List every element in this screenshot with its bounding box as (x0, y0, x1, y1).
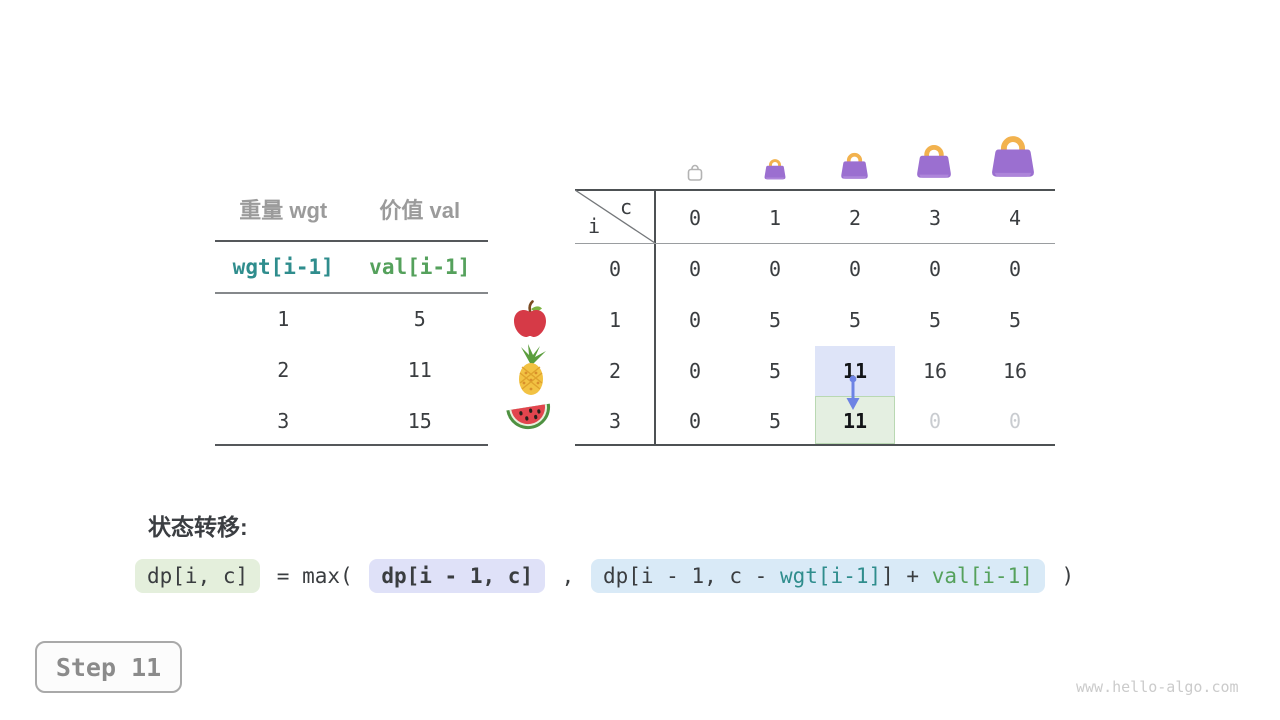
item-value: 11 (407, 358, 432, 382)
dp-table-bottom-border (575, 444, 1055, 446)
items-index-row: wgt[i-1] val[i-1] (215, 252, 488, 282)
formula-operator: = max( (264, 564, 366, 588)
dp-row-header: 1 (608, 308, 622, 332)
items-table-rule-mid (215, 292, 488, 294)
dp-cell-2-3: 16 (922, 359, 948, 383)
item-row-1: 1 5 (215, 304, 488, 334)
dp-corner-diagonal (575, 190, 655, 243)
apple-icon (511, 299, 549, 344)
dp-row-header: 2 (608, 359, 622, 383)
dp-table-top-border (575, 189, 1055, 191)
dp-cell-1-3: 5 (928, 308, 942, 332)
formula-close-paren: ) (1048, 564, 1075, 588)
dp-cell-1-2: 5 (848, 308, 862, 332)
dp-cell-0-3: 0 (928, 257, 942, 281)
bag-empty-icon (687, 164, 703, 186)
dp-table-vertical-border (654, 189, 656, 446)
items-table-rule-top (215, 240, 488, 242)
dp-cell-1-1: 5 (768, 308, 782, 332)
formula-comma: , (549, 564, 587, 588)
dp-cell-3-0: 0 (688, 409, 702, 433)
item-weight: 2 (277, 358, 290, 382)
dp-cell-3-4-pending: 0 (1008, 409, 1022, 433)
dp-col-header: 1 (768, 206, 782, 230)
formula-arg2-part1: dp[i - 1, c - (602, 564, 780, 588)
item-row-2: 2 11 (215, 355, 488, 385)
dp-cell-3-3-pending: 0 (928, 409, 942, 433)
dp-col-header: 0 (688, 206, 702, 230)
dp-corner-row-var: i (588, 214, 601, 238)
watermark: www.hello-algo.com (1076, 678, 1239, 696)
dp-cell-3-2-highlighted: 11 (842, 409, 868, 433)
formula-lhs: dp[i, c] (135, 559, 261, 593)
state-transition-label: 状态转移: (148, 514, 248, 540)
items-index-weight: wgt[i-1] (232, 255, 334, 279)
bag-size-1-icon (762, 156, 788, 187)
dp-cell-0-1: 0 (768, 257, 782, 281)
items-header-weight: 重量 wgt (239, 198, 328, 223)
dp-cell-0-0: 0 (688, 257, 702, 281)
formula-arg2-wgt: wgt[i-1] (779, 564, 882, 588)
dp-cell-2-0: 0 (688, 359, 702, 383)
bag-size-3-icon (913, 140, 955, 187)
dp-cell-1-0: 0 (688, 308, 702, 332)
dp-cell-2-4: 16 (1002, 359, 1028, 383)
bag-size-4-icon (987, 130, 1039, 187)
dp-row-header: 0 (608, 257, 622, 281)
dp-cell-2-1: 5 (768, 359, 782, 383)
dp-row-header: 3 (608, 409, 622, 433)
watermelon-icon (503, 397, 555, 442)
dp-cell-0-4: 0 (1008, 257, 1022, 281)
transition-arrow-icon (846, 375, 860, 410)
pineapple-icon (510, 343, 552, 402)
step-badge: Step 11 (35, 641, 182, 693)
state-transition-formula: dp[i, c] = max( dp[i - 1, c] , dp[i - 1,… (135, 559, 1078, 593)
dp-col-header: 4 (1008, 206, 1022, 230)
dp-cell-3-1: 5 (768, 409, 782, 433)
items-table-header: 重量 wgt 价值 val (215, 194, 488, 228)
item-value: 15 (407, 409, 432, 433)
dp-corner-col-var: c (620, 195, 633, 219)
item-value: 5 (413, 307, 426, 331)
formula-arg2-val: val[i-1] (931, 564, 1033, 588)
item-weight: 1 (277, 307, 290, 331)
dp-highlight-source-cell (815, 346, 895, 396)
bag-size-2-icon (838, 149, 871, 187)
formula-arg2-part3: ] + (881, 564, 932, 588)
items-index-value: val[i-1] (369, 255, 471, 279)
items-table-rule-bottom (215, 444, 488, 446)
dp-col-header: 3 (928, 206, 942, 230)
dp-cell-1-4: 5 (1008, 308, 1022, 332)
items-header-value: 价值 val (379, 198, 461, 223)
item-weight: 3 (277, 409, 290, 433)
dp-header-underline (575, 243, 1055, 244)
formula-arg1: dp[i - 1, c] (369, 559, 546, 593)
dp-col-header: 2 (848, 206, 862, 230)
dp-cell-0-2: 0 (848, 257, 862, 281)
formula-arg2: dp[i - 1, c - wgt[i-1]] + val[i-1] (590, 559, 1045, 593)
item-row-3: 3 15 (215, 406, 488, 436)
